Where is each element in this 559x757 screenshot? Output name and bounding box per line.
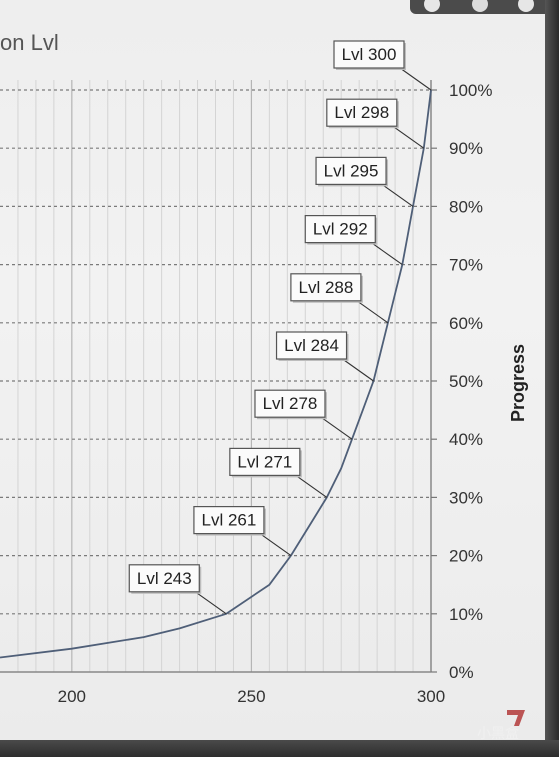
series-line (0, 89, 432, 659)
annotation-label: Lvl 300 (342, 45, 397, 64)
annotation-leader (370, 242, 403, 266)
y-tick-label: 0% (449, 663, 474, 682)
annotation-leader (194, 591, 227, 615)
annotation-leader (295, 474, 328, 498)
x-tick-label: 300 (417, 687, 445, 706)
annotation-leader (356, 300, 389, 324)
annotation-leader (392, 125, 425, 149)
annotation-box (290, 273, 362, 302)
annotation-label: Lvl 284 (284, 336, 339, 355)
bezel-right (545, 0, 559, 757)
y-tick-label: 100% (449, 81, 492, 100)
annotation-leader (342, 358, 374, 382)
annotation-label: Lvl 292 (313, 220, 368, 239)
y-tick-label: 90% (449, 139, 483, 158)
annotation-box (326, 98, 398, 127)
watermark-text: 小黑盒 (477, 726, 519, 742)
y-tick-label: 50% (449, 372, 483, 391)
phone-status-bar (410, 0, 545, 14)
annotation-box (254, 389, 326, 418)
annotation-leader (259, 533, 292, 557)
annotation-box (193, 506, 265, 535)
y-tick-label: 40% (449, 430, 483, 449)
chart-svg: 0% 10% 20% 30% 40% 50% 60% 70% 80% 90% 100% 200 250 3… (0, 40, 528, 706)
annotation-label: Lvl 288 (298, 278, 353, 297)
y-tick-label: 20% (449, 547, 483, 566)
annotation-leader (320, 416, 353, 440)
annotation-label: Lvl 278 (263, 394, 318, 413)
annotation-leader (399, 67, 432, 91)
chart-screen: on Lvl 0% 10% 20% 30% 40% 50% 60% 70% 80% 90% 100%… (0, 0, 545, 740)
annotation-label: Lvl 243 (137, 569, 192, 588)
annotation-label: Lvl 298 (334, 103, 389, 122)
annotation-box (333, 40, 405, 69)
info-icon (518, 0, 534, 12)
x-tick-label: 250 (237, 687, 265, 706)
y-tick-label: 60% (449, 314, 483, 333)
annotation-box (275, 331, 348, 360)
annotation-leader (381, 183, 414, 207)
y-tick-label: 30% (449, 488, 483, 507)
annotation-box (128, 564, 200, 593)
bezel-bottom (0, 740, 559, 757)
annotation-box (315, 156, 387, 185)
x-tick-label: 200 (58, 687, 86, 706)
y-axis-title: Progress (508, 344, 528, 422)
annotation-label: Lvl 271 (237, 452, 292, 471)
annotation-box (304, 215, 376, 244)
y-tick-label: 70% (449, 256, 483, 275)
share-icon (472, 0, 488, 12)
annotation-box (229, 447, 301, 476)
chart-title: on Lvl (0, 30, 59, 55)
annotation-label: Lvl 295 (324, 161, 379, 180)
y-tick-label: 10% (449, 605, 483, 624)
circle-icon (424, 0, 440, 12)
y-tick-label: 80% (449, 197, 483, 216)
annotation-label: Lvl 261 (202, 511, 257, 530)
watermark-logo-icon (507, 710, 525, 726)
